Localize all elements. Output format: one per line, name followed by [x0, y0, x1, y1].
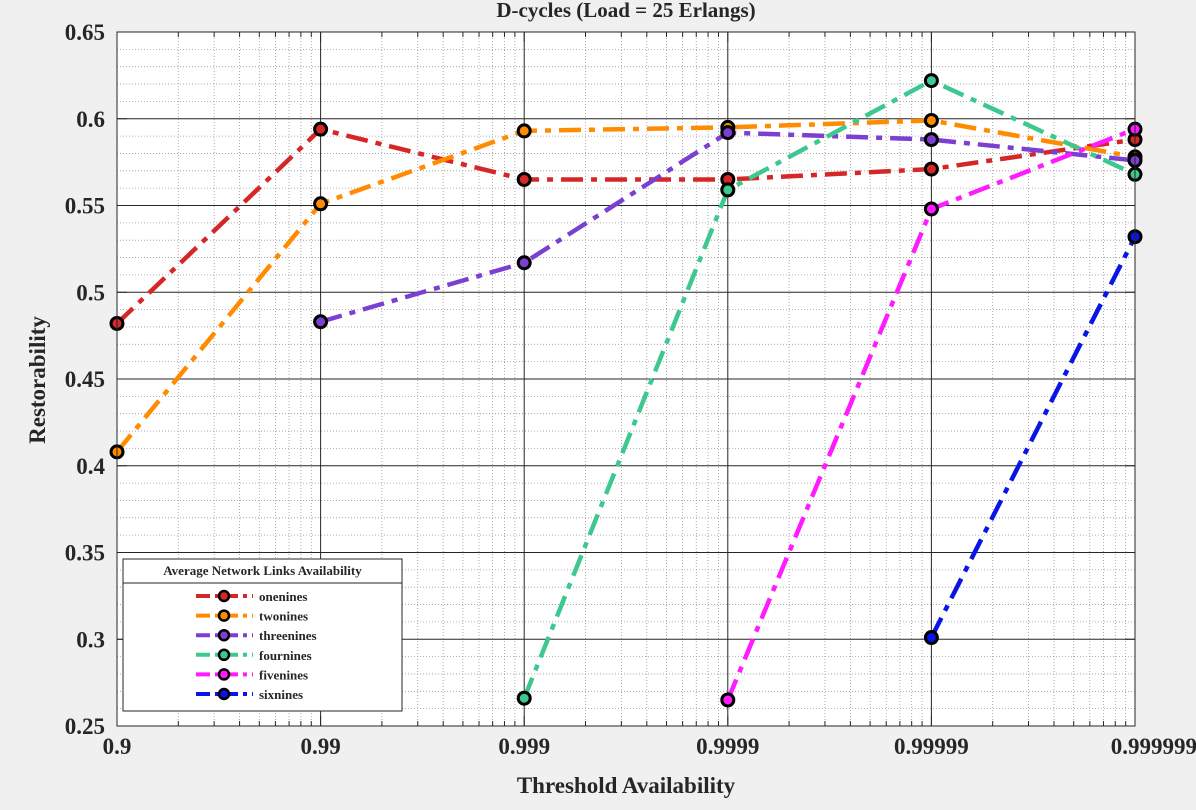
x-tick-labels: 0.9 0.99 0.999 0.9999 0.99999 0.999999 [103, 734, 1196, 759]
legend[interactable]: Average Network Links Availability oneni… [122, 558, 403, 712]
legend-swatch-marker [217, 609, 231, 622]
legend-label: sixnines [259, 687, 303, 702]
y-tick-label: 0.4 [76, 454, 105, 479]
data-point-onenines[interactable] [923, 161, 939, 177]
legend-entry-twonines[interactable]: twonines [196, 609, 308, 624]
y-tick-label: 0.6 [76, 107, 105, 132]
series-line-onenines [115, 126, 1136, 326]
legend-label: threenines [259, 628, 317, 643]
legend-swatch-marker [217, 668, 231, 681]
legend-box [122, 558, 403, 712]
series-line-sixnines [929, 235, 1138, 639]
data-point-twonines[interactable] [516, 123, 532, 139]
data-point-threenines[interactable] [516, 255, 532, 271]
legend-swatch-marker [217, 589, 231, 603]
y-tick-labels: 0.25 0.3 0.35 0.4 0.45 0.5 0.55 0.6 0.65 [65, 20, 106, 739]
legend-entry-fivenines[interactable]: fivenines [196, 667, 308, 682]
data-point-fournines[interactable] [923, 73, 939, 89]
x-tick-label: 0.99 [300, 734, 340, 759]
data-point-onenines[interactable] [313, 121, 329, 137]
y-tick-label: 0.65 [65, 20, 105, 45]
legend-swatch-marker [217, 648, 231, 662]
data-point-twonines[interactable] [313, 196, 329, 212]
data-point-sixnines[interactable] [923, 630, 939, 646]
data-point-threenines[interactable] [923, 132, 939, 148]
y-tick-label: 0.25 [65, 714, 105, 739]
data-point-threenines[interactable] [720, 125, 736, 141]
legend-swatch-marker [217, 628, 231, 642]
tick-layer [116, 31, 1136, 727]
legend-label: fivenines [259, 667, 308, 682]
y-tick-label: 0.35 [65, 541, 105, 566]
x-tick-label: 0.9 [103, 734, 132, 759]
data-point-twonines[interactable] [923, 112, 939, 128]
x-tick-label: 0.999999 [1111, 734, 1196, 759]
legend-entry-threenines[interactable]: threenines [196, 628, 317, 643]
x-tick-label: 0.999 [498, 734, 550, 759]
series-layer [109, 73, 1143, 708]
x-tick-label: 0.9999 [696, 734, 759, 759]
legend-label: onenines [259, 589, 307, 604]
x-tick-label: 0.99999 [894, 734, 969, 759]
data-point-fournines[interactable] [516, 690, 532, 706]
legend-entry-sixnines[interactable]: sixnines [196, 687, 303, 702]
y-tick-label: 0.5 [76, 280, 105, 305]
series-line-twonines [115, 118, 1136, 454]
legend-entries: onenines twonines threenines fournines fiven… [196, 589, 317, 702]
legend-entry-fournines[interactable]: fournines [196, 648, 312, 663]
x-axis-label: Threshold Availability [517, 773, 736, 798]
legend-label: twonines [259, 609, 308, 624]
data-point-fivenines[interactable] [720, 692, 736, 708]
legend-label: fournines [259, 648, 312, 663]
data-point-onenines[interactable] [516, 171, 532, 187]
y-tick-label: 0.45 [65, 367, 105, 392]
y-tick-label: 0.55 [65, 194, 105, 219]
legend-swatch-marker [217, 687, 231, 701]
legend-entry-onenines[interactable]: onenines [196, 589, 307, 604]
chart-title: D-cycles (Load = 25 Erlangs) [496, 0, 755, 22]
y-axis-label: Restorability [25, 316, 50, 444]
data-point-fournines[interactable] [720, 182, 736, 198]
y-tick-label: 0.3 [76, 627, 105, 652]
series-line-fournines [522, 78, 1136, 700]
data-point-threenines[interactable] [313, 314, 329, 330]
legend-title: Average Network Links Availability [163, 563, 362, 578]
data-point-fivenines[interactable] [923, 201, 939, 217]
